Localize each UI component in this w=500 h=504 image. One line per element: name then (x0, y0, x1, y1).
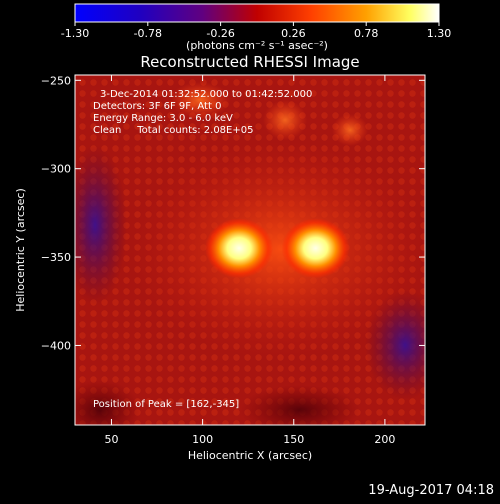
y-tick-label: −300 (41, 163, 71, 176)
y-tick-label: −350 (41, 251, 71, 264)
x-tick-label: 50 (104, 433, 118, 446)
colorbar-tick-label: 0.78 (354, 27, 379, 40)
annotation-time-range: 3-Dec-2014 01:32:52.000 to 01:42:52.000 (100, 89, 312, 100)
colorbar-tick-label: 1.30 (427, 27, 452, 40)
flare-source (205, 218, 274, 279)
annotation-detectors: Detectors: 3F 6F 9F, Att 0 (93, 101, 221, 112)
heatmap-image (75, 75, 425, 425)
plot-frame (74, 74, 426, 426)
colorbar-tick-label: 0.26 (281, 27, 306, 40)
colorbar: -1.30 -0.78 -0.26 0.26 0.78 1.30 (photons cm⁻… (61, 3, 452, 52)
y-tick-label: −250 (41, 74, 71, 87)
colorbar-tick-label: -0.26 (206, 27, 234, 40)
x-tick-label: 100 (192, 433, 213, 446)
x-axis: 50 100 150 200 (104, 75, 395, 446)
colorbar-gradient (74, 3, 440, 23)
colorbar-tick-label: -1.30 (61, 27, 89, 40)
peak-position-label: Position of Peak = [162,-345] (93, 399, 239, 410)
x-tick-label: 200 (374, 433, 395, 446)
colorbar-units: (photons cm⁻² s⁻¹ asec⁻²) (186, 39, 328, 52)
x-axis-label: Heliocentric X (arcsec) (188, 449, 312, 462)
flare-source (281, 218, 350, 279)
annotation-energy-range: Energy Range: 3.0 - 6.0 keV (93, 113, 233, 124)
footer-timestamp: 19-Aug-2017 04:18 (368, 483, 494, 498)
y-tick-label: −400 (41, 339, 71, 352)
colorbar-tick-label: -0.78 (134, 27, 162, 40)
annotation-block: 3-Dec-2014 01:32:52.000 to 01:42:52.000 … (93, 89, 312, 136)
y-axis-label: Heliocentric Y (arcsec) (14, 188, 27, 312)
y-axis: −250 −300 −350 −400 (41, 74, 425, 352)
x-tick-label: 150 (283, 433, 304, 446)
chart-title: Reconstructed RHESSI Image (140, 53, 359, 71)
annotation-total-counts: Clean Total counts: 2.08E+05 (93, 125, 253, 136)
